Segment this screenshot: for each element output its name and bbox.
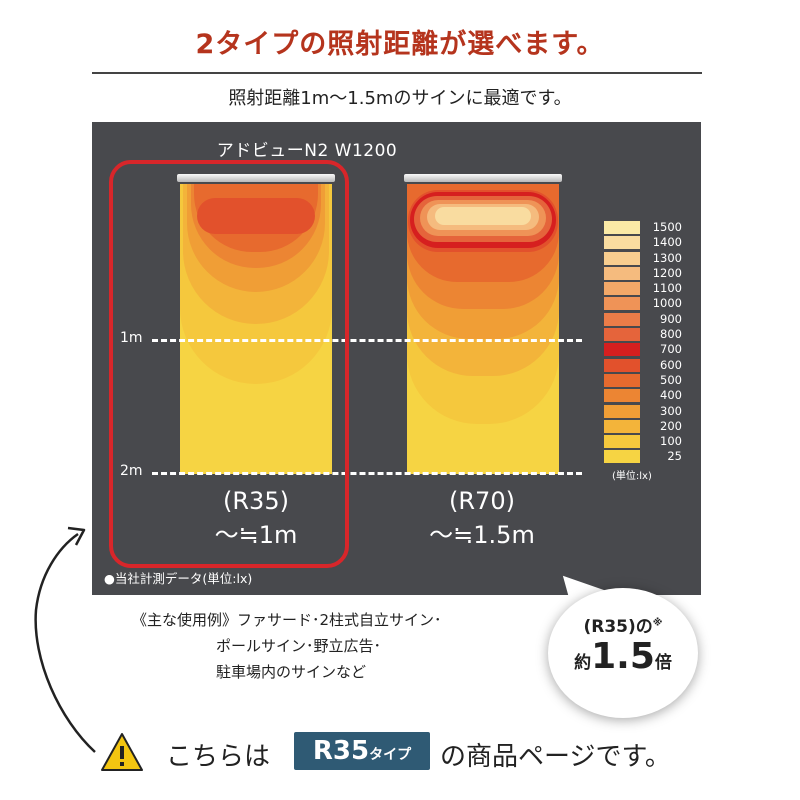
legend-value: 1100: [652, 281, 682, 296]
legend-value: 1300: [652, 250, 682, 265]
legend-value: 1200: [652, 265, 682, 280]
badge-sub: タイプ: [369, 747, 412, 763]
r35-highlight-frame: [109, 160, 349, 568]
fixture-r35: [177, 174, 335, 182]
legend-value: 1500: [652, 220, 682, 234]
legend-swatch: [604, 389, 640, 403]
legend-value: 200: [660, 418, 682, 433]
legend-swatch: [604, 312, 640, 326]
r70-range: 〜≒1.5m: [429, 521, 535, 549]
legend-swatch: [604, 419, 640, 433]
usage-examples: 《主な使用例》ファサード･2柱式自立サイン･ ポールサイン･野立広告･ 駐車場内…: [132, 607, 442, 685]
warning-icon: [101, 733, 143, 771]
legend-value: 900: [660, 311, 682, 326]
bubble-value: 1.5: [591, 636, 655, 677]
r35-range: 〜≒1m: [214, 521, 298, 549]
r70-label: (R70): [449, 487, 515, 515]
badge-main: R35: [312, 736, 370, 766]
legend-unit: (単位:lx): [612, 471, 652, 482]
title-rule: [92, 72, 702, 74]
illuminance-panel: アドビューN2 W1200 1m 2m (R35) 〜≒1m (R70) 〜≒1…: [92, 122, 701, 595]
bubble-note-mark: ※: [652, 617, 663, 629]
legend-swatch: [604, 343, 640, 357]
footer-link[interactable]: こちらは R35タイプ の商品ページです。: [100, 726, 720, 776]
legend-swatch: [604, 297, 640, 311]
legend-swatch: [604, 450, 640, 464]
legend-value: 600: [660, 357, 682, 372]
legend-swatch: [604, 404, 640, 418]
legend-swatch: [604, 435, 640, 449]
distance-line-2m: [152, 472, 582, 475]
bubble-suffix: 倍: [654, 653, 672, 673]
legend-value: 400: [660, 388, 682, 403]
legend-swatch: [604, 221, 640, 234]
legend-value: 700: [660, 342, 682, 357]
usage-line-3: 駐車場内のサインなど: [216, 663, 367, 681]
bubble-line-1: (R35)の: [583, 617, 653, 637]
legend-swatch: [604, 251, 640, 265]
legend-swatch: [604, 236, 640, 250]
measurement-note: ●当社計測データ(単位:lx): [104, 571, 253, 586]
legend-value: 800: [660, 327, 682, 342]
legend-value: 1400: [652, 235, 682, 250]
legend-swatch: [604, 358, 640, 372]
page-title: 2タイプの照射距離が選べます。: [195, 29, 605, 60]
fixture-r70: [404, 174, 562, 182]
distance-label-2m: 2m: [120, 463, 143, 479]
distance-label-1m: 1m: [120, 330, 143, 346]
comparison-bubble: (R35)の※ 約1.5倍: [548, 588, 698, 718]
legend-value: 1000: [652, 296, 682, 311]
legend-value: 500: [660, 372, 682, 387]
illuminance-map-r35: [180, 184, 332, 474]
footer-text-before: こちらは: [166, 742, 271, 772]
usage-line-2: ポールサイン･野立広告･: [216, 637, 382, 655]
page-subtitle: 照射距離1m〜1.5mのサインに最適です。: [228, 88, 572, 109]
legend-value: 300: [660, 403, 682, 418]
usage-line-1: 《主な使用例》ファサード･2柱式自立サイン･: [132, 611, 442, 629]
r35-type-badge[interactable]: R35タイプ: [294, 732, 430, 770]
bubble-prefix: 約: [574, 653, 592, 673]
legend-value: 25: [667, 449, 682, 464]
legend-value: 100: [660, 434, 682, 449]
model-name: アドビューN2 W1200: [216, 141, 398, 161]
legend-swatch: [604, 282, 640, 296]
legend-swatch: [604, 266, 640, 280]
illuminance-map-r70: [407, 184, 559, 474]
r35-label: (R35): [223, 487, 289, 515]
distance-line-1m: [152, 339, 582, 342]
legend-swatch: [604, 373, 640, 387]
footer-text-after: の商品ページです。: [440, 742, 671, 772]
legend-swatch: [604, 328, 640, 342]
